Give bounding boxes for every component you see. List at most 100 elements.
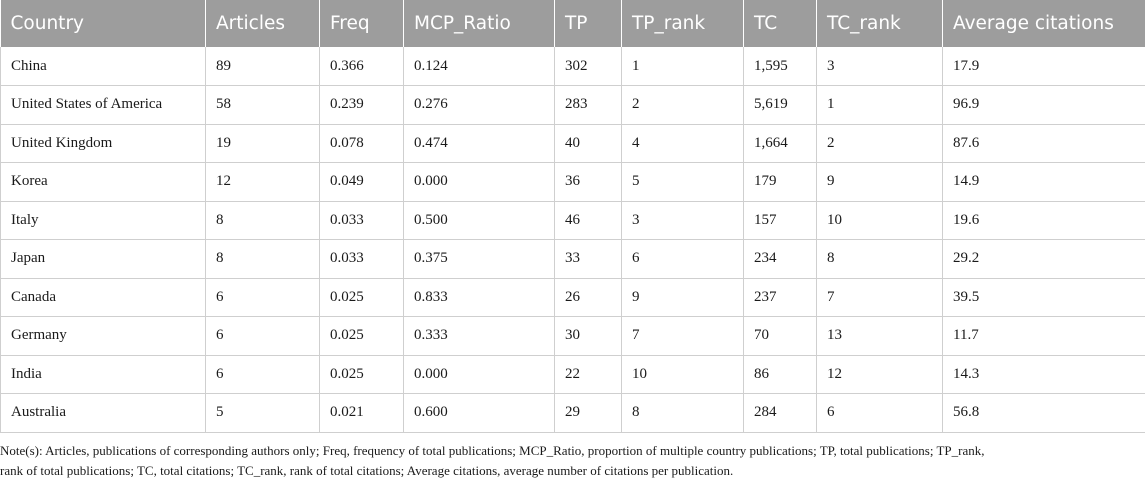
cell-mcp-ratio: 0.500 bbox=[404, 201, 555, 240]
cell-mcp-ratio: 0.833 bbox=[404, 278, 555, 317]
column-header-country: Country bbox=[1, 0, 206, 47]
cell-tp-rank: 4 bbox=[622, 124, 744, 163]
cell-country: United States of America bbox=[1, 86, 206, 125]
cell-tc: 284 bbox=[744, 394, 817, 433]
cell-average-citations: 14.3 bbox=[943, 355, 1145, 394]
table-row: Italy 8 0.033 0.500 46 3 157 10 19.6 bbox=[1, 201, 1145, 240]
cell-tp: 33 bbox=[555, 240, 622, 279]
cell-tp-rank: 3 bbox=[622, 201, 744, 240]
cell-tc: 234 bbox=[744, 240, 817, 279]
cell-articles: 89 bbox=[206, 47, 320, 86]
cell-country: Australia bbox=[1, 394, 206, 433]
cell-tp: 40 bbox=[555, 124, 622, 163]
cell-freq: 0.025 bbox=[320, 278, 404, 317]
cell-tp: 46 bbox=[555, 201, 622, 240]
cell-articles: 6 bbox=[206, 278, 320, 317]
cell-average-citations: 96.9 bbox=[943, 86, 1145, 125]
cell-country: United Kingdom bbox=[1, 124, 206, 163]
cell-country: China bbox=[1, 47, 206, 86]
cell-tc-rank: 12 bbox=[817, 355, 943, 394]
cell-country: Germany bbox=[1, 317, 206, 356]
cell-articles: 6 bbox=[206, 317, 320, 356]
column-header-mcp-ratio: MCP_Ratio bbox=[404, 0, 555, 47]
cell-tp-rank: 6 bbox=[622, 240, 744, 279]
table-footnote: Note(s): Articles, publications of corre… bbox=[0, 433, 1145, 481]
table-header-row: Country Articles Freq MCP_Ratio TP TP_ra… bbox=[1, 0, 1145, 47]
cell-tp: 22 bbox=[555, 355, 622, 394]
cell-tp-rank: 9 bbox=[622, 278, 744, 317]
cell-country: Canada bbox=[1, 278, 206, 317]
cell-tp: 302 bbox=[555, 47, 622, 86]
cell-average-citations: 87.6 bbox=[943, 124, 1145, 163]
cell-average-citations: 14.9 bbox=[943, 163, 1145, 202]
cell-freq: 0.239 bbox=[320, 86, 404, 125]
cell-tc-rank: 2 bbox=[817, 124, 943, 163]
cell-tc: 70 bbox=[744, 317, 817, 356]
table-row: Germany 6 0.025 0.333 30 7 70 13 11.7 bbox=[1, 317, 1145, 356]
cell-articles: 12 bbox=[206, 163, 320, 202]
cell-freq: 0.025 bbox=[320, 317, 404, 356]
cell-tp-rank: 7 bbox=[622, 317, 744, 356]
cell-tp: 36 bbox=[555, 163, 622, 202]
column-header-tc-rank: TC_rank bbox=[817, 0, 943, 47]
cell-articles: 19 bbox=[206, 124, 320, 163]
cell-tc-rank: 13 bbox=[817, 317, 943, 356]
column-header-tp: TP bbox=[555, 0, 622, 47]
table-row: Canada 6 0.025 0.833 26 9 237 7 39.5 bbox=[1, 278, 1145, 317]
cell-mcp-ratio: 0.000 bbox=[404, 163, 555, 202]
cell-articles: 6 bbox=[206, 355, 320, 394]
cell-tc: 237 bbox=[744, 278, 817, 317]
table-row: India 6 0.025 0.000 22 10 86 12 14.3 bbox=[1, 355, 1145, 394]
cell-mcp-ratio: 0.600 bbox=[404, 394, 555, 433]
cell-average-citations: 39.5 bbox=[943, 278, 1145, 317]
cell-country: Korea bbox=[1, 163, 206, 202]
cell-freq: 0.033 bbox=[320, 240, 404, 279]
cell-freq: 0.021 bbox=[320, 394, 404, 433]
cell-tp: 29 bbox=[555, 394, 622, 433]
table-row: Japan 8 0.033 0.375 33 6 234 8 29.2 bbox=[1, 240, 1145, 279]
cell-mcp-ratio: 0.333 bbox=[404, 317, 555, 356]
cell-tp-rank: 5 bbox=[622, 163, 744, 202]
column-header-freq: Freq bbox=[320, 0, 404, 47]
cell-tc-rank: 6 bbox=[817, 394, 943, 433]
cell-average-citations: 29.2 bbox=[943, 240, 1145, 279]
column-header-articles: Articles bbox=[206, 0, 320, 47]
cell-mcp-ratio: 0.124 bbox=[404, 47, 555, 86]
cell-mcp-ratio: 0.474 bbox=[404, 124, 555, 163]
cell-tc: 1,664 bbox=[744, 124, 817, 163]
cell-tc-rank: 10 bbox=[817, 201, 943, 240]
cell-country: Italy bbox=[1, 201, 206, 240]
cell-freq: 0.078 bbox=[320, 124, 404, 163]
cell-tc: 86 bbox=[744, 355, 817, 394]
cell-tc: 179 bbox=[744, 163, 817, 202]
table-row: Korea 12 0.049 0.000 36 5 179 9 14.9 bbox=[1, 163, 1145, 202]
column-header-average-citations: Average citations bbox=[943, 0, 1145, 47]
cell-mcp-ratio: 0.375 bbox=[404, 240, 555, 279]
cell-tc-rank: 1 bbox=[817, 86, 943, 125]
cell-average-citations: 19.6 bbox=[943, 201, 1145, 240]
cell-average-citations: 56.8 bbox=[943, 394, 1145, 433]
cell-tp-rank: 1 bbox=[622, 47, 744, 86]
cell-tc-rank: 3 bbox=[817, 47, 943, 86]
cell-tc-rank: 7 bbox=[817, 278, 943, 317]
table-row: China 89 0.366 0.124 302 1 1,595 3 17.9 bbox=[1, 47, 1145, 86]
table-row: Australia 5 0.021 0.600 29 8 284 6 56.8 bbox=[1, 394, 1145, 433]
cell-articles: 58 bbox=[206, 86, 320, 125]
table-row: United States of America 58 0.239 0.276 … bbox=[1, 86, 1145, 125]
cell-average-citations: 17.9 bbox=[943, 47, 1145, 86]
cell-mcp-ratio: 0.276 bbox=[404, 86, 555, 125]
country-table: Country Articles Freq MCP_Ratio TP TP_ra… bbox=[0, 0, 1145, 433]
cell-articles: 8 bbox=[206, 201, 320, 240]
cell-tc-rank: 9 bbox=[817, 163, 943, 202]
cell-tp-rank: 8 bbox=[622, 394, 744, 433]
cell-tp: 283 bbox=[555, 86, 622, 125]
cell-freq: 0.366 bbox=[320, 47, 404, 86]
cell-tp-rank: 10 bbox=[622, 355, 744, 394]
cell-articles: 5 bbox=[206, 394, 320, 433]
cell-freq: 0.049 bbox=[320, 163, 404, 202]
cell-tp: 26 bbox=[555, 278, 622, 317]
cell-tc: 5,619 bbox=[744, 86, 817, 125]
cell-freq: 0.033 bbox=[320, 201, 404, 240]
cell-freq: 0.025 bbox=[320, 355, 404, 394]
cell-tp-rank: 2 bbox=[622, 86, 744, 125]
